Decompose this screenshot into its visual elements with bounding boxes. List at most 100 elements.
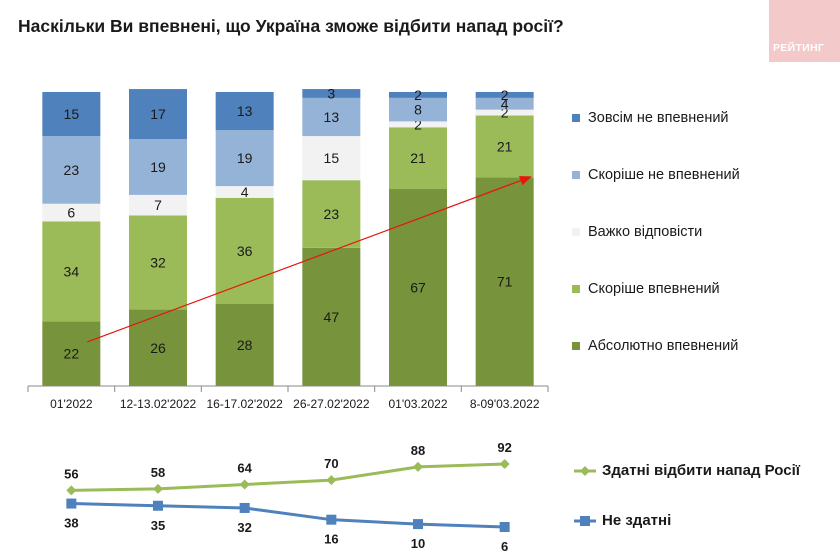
bar-absolute [302, 247, 361, 386]
line-legend-marker [574, 466, 596, 476]
point-not [326, 514, 337, 525]
data-label: 47 [324, 309, 340, 325]
data-label: 2 [501, 87, 509, 103]
x-tick-label: 01'03.2022 [388, 397, 447, 411]
logo-text: РЕЙТИНГ [773, 42, 825, 54]
bar-hard [215, 186, 274, 198]
bar-not_at_all [129, 89, 187, 140]
point-able [66, 485, 77, 496]
data-label: 23 [64, 162, 80, 178]
data-label: 19 [237, 150, 253, 166]
legend-label: Абсолютно впевнений [588, 338, 739, 354]
line-legend-label: Не здатні [602, 512, 672, 529]
legend-label: Важко відповісти [588, 224, 703, 240]
data-label: 8 [414, 102, 422, 118]
bar-not_at_all [389, 92, 447, 98]
bar-not_at_all [215, 92, 274, 131]
data-label: 23 [324, 206, 340, 222]
point-not [499, 522, 510, 532]
data-label: 2 [501, 105, 509, 121]
data-label: 28 [237, 337, 253, 353]
bar-rather_conf [42, 221, 101, 322]
data-label: 17 [150, 106, 166, 122]
legend-label: Зовсім не впевнений [588, 110, 729, 126]
data-label: 13 [237, 103, 253, 119]
bar-hard [475, 109, 534, 116]
line-data-label: 16 [324, 532, 338, 547]
legend-label: Скоріше впевнений [588, 281, 720, 297]
data-label: 6 [67, 205, 75, 221]
legend-swatch [572, 171, 580, 179]
bar-hard [42, 203, 101, 222]
bar-not_at_all [475, 92, 534, 98]
x-tick-label: 26-27.02'2022 [293, 397, 370, 411]
line-data-label: 88 [411, 443, 425, 458]
bar-rather_conf [215, 197, 274, 304]
point-able [239, 479, 250, 490]
data-label: 36 [237, 243, 253, 259]
data-label: 21 [410, 150, 426, 166]
bar-rather_conf [389, 127, 447, 190]
data-label: 4 [501, 96, 509, 112]
data-label: 4 [241, 184, 249, 200]
data-label: 67 [410, 280, 426, 296]
bar-hard [129, 194, 187, 216]
line-data-label: 64 [237, 461, 252, 476]
point-able [326, 475, 337, 486]
bar-absolute [389, 189, 447, 386]
data-label: 71 [497, 274, 513, 290]
data-label: 2 [414, 116, 422, 132]
line-data-label: 32 [237, 520, 251, 535]
bar-rather_not [129, 139, 187, 195]
x-tick-label: 01'2022 [50, 397, 93, 411]
bar-rather_not [302, 97, 361, 137]
data-label: 21 [497, 138, 513, 154]
data-label: 34 [64, 263, 80, 279]
x-tick-label: 12-13.02'2022 [120, 397, 197, 411]
bar-hard [389, 121, 447, 128]
data-label: 7 [154, 197, 162, 213]
data-label: 19 [150, 159, 166, 175]
point-not [413, 519, 423, 530]
bar-not_at_all [42, 92, 101, 137]
legend-swatch [572, 285, 580, 293]
point-not [66, 498, 77, 509]
data-label: 32 [150, 255, 166, 271]
data-label: 15 [324, 150, 340, 166]
legend-swatch [572, 342, 580, 350]
bar-rather_not [42, 136, 101, 204]
legend-swatch [572, 228, 580, 236]
x-tick-label: 8-09'03.2022 [470, 397, 540, 411]
line-legend-marker [574, 516, 596, 526]
data-label: 22 [64, 346, 80, 362]
line-data-label: 92 [497, 440, 511, 455]
line-data-label: 56 [64, 466, 78, 481]
legend-swatch [572, 114, 580, 122]
data-label: 3 [327, 85, 335, 101]
line-not [71, 502, 505, 529]
bar-rather_conf [475, 115, 534, 178]
chart-title: Наскільки Ви впевнені, що Україна зможе … [18, 16, 564, 36]
bar-hard [302, 136, 361, 181]
bar-absolute [475, 177, 534, 386]
bar-rather_not [215, 130, 274, 187]
bar-not_at_all [302, 89, 361, 98]
trend-arrow [87, 176, 532, 343]
line-data-label: 6 [501, 539, 508, 554]
bar-rather_conf [129, 215, 187, 310]
line-data-label: 70 [324, 456, 338, 471]
x-tick-label: 16-17.02'2022 [206, 397, 283, 411]
line-legend-label: Здатні відбити напад Росії [602, 462, 800, 479]
data-label: 2 [414, 87, 422, 103]
bar-rather_not [475, 97, 534, 110]
line-data-label: 35 [151, 518, 165, 533]
point-able [499, 459, 510, 469]
bar-rather_conf [302, 180, 361, 248]
line-data-label: 38 [64, 516, 78, 531]
data-label: 13 [324, 109, 340, 125]
bar-absolute [215, 303, 274, 386]
bar-rather_not [389, 97, 447, 122]
point-not [153, 500, 163, 511]
bar-absolute [42, 321, 101, 386]
